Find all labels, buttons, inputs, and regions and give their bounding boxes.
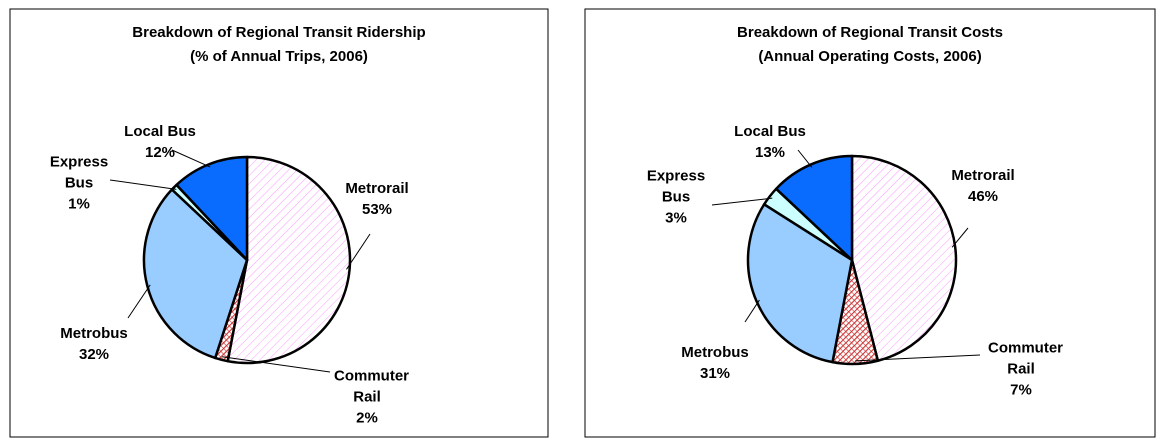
leader-line	[951, 227, 969, 248]
slice-label: Metrobus 31%	[670, 342, 760, 384]
value-label: 53%	[361, 201, 393, 218]
slice-label: Local Bus 12%	[115, 121, 205, 163]
slice-label: Commuter Rail 2%	[334, 366, 410, 429]
value-label: 46%	[967, 188, 999, 205]
chart-title: Breakdown of Regional Transit Costs	[737, 24, 1003, 41]
category-label: Commuter Rail	[334, 367, 410, 406]
value-label: 13%	[754, 144, 786, 161]
category-label: Metrobus	[681, 344, 749, 361]
pie-slice	[142, 188, 249, 360]
slice-label: Metrorail 46%	[938, 165, 1028, 207]
value-label: 12%	[144, 144, 176, 161]
value-label: 31%	[699, 365, 731, 382]
leader-line	[346, 233, 371, 270]
category-label: Express Bus	[646, 167, 706, 206]
leader-line	[797, 149, 813, 168]
category-label: Metrobus	[60, 325, 128, 342]
value-label: 1%	[68, 195, 90, 213]
value-label: 2%	[356, 409, 378, 427]
category-label: Local Bus	[734, 123, 806, 140]
slice-label: Metrorail 53%	[332, 178, 422, 220]
chart-subtitle: (Annual Operating Costs, 2006)	[758, 48, 981, 65]
leader-line	[222, 356, 331, 373]
slice-label: Commuter Rail 7%	[988, 338, 1064, 401]
pie-slice	[850, 154, 958, 362]
category-label: Commuter Rail	[988, 339, 1064, 378]
category-label: Metrorail	[951, 167, 1015, 184]
chart-title: Breakdown of Regional Transit Ridership	[132, 24, 425, 41]
value-label: 3%	[665, 209, 687, 227]
pie-slice	[774, 154, 854, 262]
leader-line	[744, 299, 760, 323]
value-label: 32%	[78, 346, 110, 363]
value-label: 7%	[1010, 381, 1032, 399]
category-label: Local Bus	[124, 123, 196, 140]
leader-line	[855, 354, 981, 362]
chart-subtitle: (% of Annual Trips, 2006)	[190, 48, 368, 65]
slice-label: Express Bus 3%	[643, 166, 709, 229]
leader-line	[127, 284, 151, 319]
slice-label: Express Bus 1%	[46, 152, 112, 215]
slice-label: Local Bus 13%	[725, 121, 815, 163]
category-label: Express Bus	[49, 153, 109, 192]
category-label: Metrorail	[345, 180, 409, 197]
pie-slice	[226, 155, 352, 365]
slice-label: Metrobus 32%	[49, 323, 139, 365]
leader-line	[711, 197, 773, 206]
leader-line	[171, 149, 211, 168]
pie-slice	[175, 155, 249, 262]
leader-line	[109, 179, 177, 190]
